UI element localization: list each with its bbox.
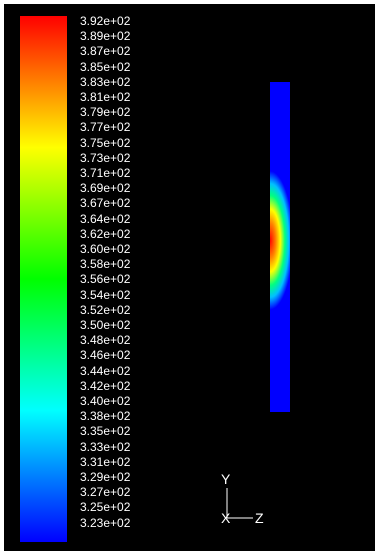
colorbar-labels: 3.92e+02 3.89e+02 3.87e+02 3.85e+02 3.83e+02… [80, 15, 200, 547]
colorbar-tick-label: 3.23e+02 [80, 515, 131, 530]
colorbar-tick-label: 3.89e+02 [80, 29, 131, 44]
colorbar-tick-label: 3.44e+02 [80, 363, 131, 378]
colorbar-tick-label: 3.50e+02 [80, 318, 131, 332]
colorbar-tick-label: 3.27e+02 [80, 485, 131, 500]
colorbar-tick-label: 3.40e+02 [80, 394, 131, 408]
colorbar-tick-label: 3.25e+02 [80, 500, 131, 515]
colorbar-tick-label: 3.29e+02 [80, 470, 131, 484]
colorbar-tick-label: 3.83e+02 [80, 74, 131, 89]
colorbar-tick-label: 3.38e+02 [80, 409, 131, 424]
colorbar-tick-label: 3.71e+02 [80, 166, 131, 180]
axis-triad-lines [226, 488, 253, 519]
colorbar-tick-label: 3.75e+02 [80, 135, 131, 150]
colorbar-tick-label: 3.92e+02 [80, 14, 131, 28]
colorbar-tick-label: 3.42e+02 [80, 378, 131, 393]
colorbar-gradient [20, 16, 67, 542]
x-axis-label: X [221, 510, 231, 526]
temperature-field [270, 82, 290, 412]
colorbar-tick-label: 3.31e+02 [80, 454, 131, 469]
colorbar-tick-label: 3.69e+02 [80, 181, 131, 196]
colorbar-tick-label: 3.58e+02 [80, 257, 131, 272]
colorbar-tick-label: 3.81e+02 [80, 90, 131, 104]
colorbar-tick-label: 3.46e+02 [80, 348, 131, 363]
colorbar-tick-label: 3.87e+02 [80, 44, 131, 59]
colorbar-tick-label: 3.56e+02 [80, 272, 131, 287]
z-axis-label: Z [255, 510, 264, 526]
colorbar-tick-label: 3.33e+02 [80, 439, 131, 454]
colorbar-tick-label: 3.62e+02 [80, 226, 131, 241]
colorbar-tick-label: 3.48e+02 [80, 333, 131, 348]
colorbar-tick-label: 3.60e+02 [80, 242, 131, 256]
contour-plot-viewport: 3.92e+02 3.89e+02 3.87e+02 3.85e+02 3.83e+02… [4, 4, 375, 551]
colorbar-tick-label: 3.85e+02 [80, 59, 131, 74]
colorbar-tick-label: 3.54e+02 [80, 287, 131, 302]
axis-triad: Y X Z [211, 470, 281, 530]
temperature-field-graphic [270, 82, 290, 412]
colorbar-tick-label: 3.52e+02 [80, 302, 131, 317]
colorbar [20, 16, 67, 542]
colorbar-tick-label: 3.77e+02 [80, 120, 131, 135]
y-axis-label: Y [221, 471, 231, 487]
colorbar-tick-label: 3.73e+02 [80, 150, 131, 165]
colorbar-tick-label: 3.79e+02 [80, 105, 131, 120]
colorbar-tick-label: 3.67e+02 [80, 196, 131, 211]
colorbar-tick-label: 3.35e+02 [80, 424, 131, 439]
colorbar-tick-label: 3.64e+02 [80, 211, 131, 226]
